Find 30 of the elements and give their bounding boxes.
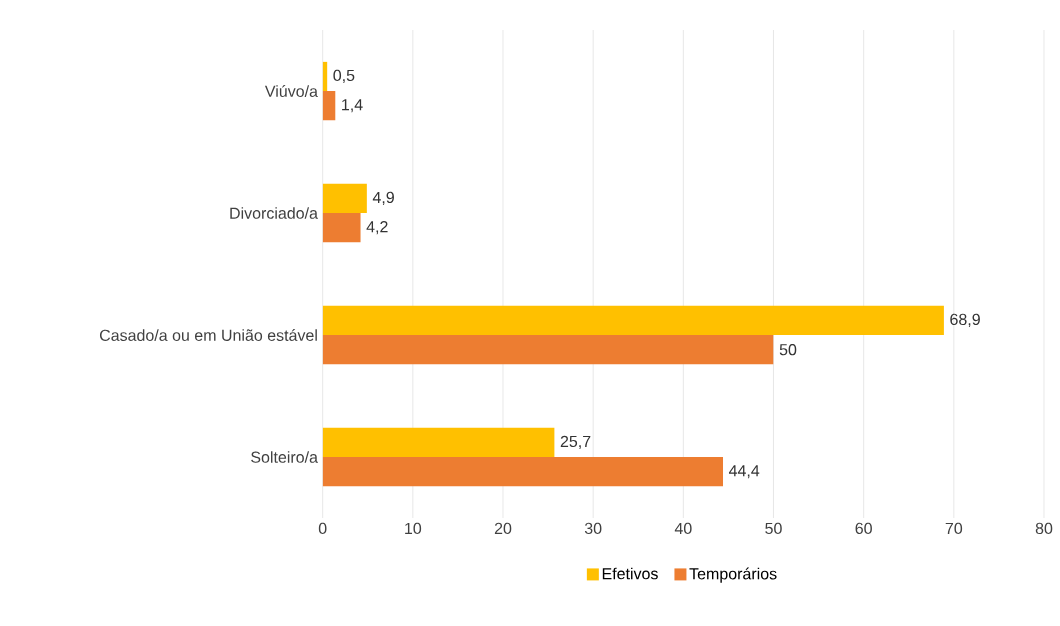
x-tick-label: 0 xyxy=(318,522,327,535)
x-tick-label: 10 xyxy=(405,522,422,535)
bar xyxy=(322,305,944,336)
bar xyxy=(322,183,367,214)
data-label: 0,5 xyxy=(333,69,355,83)
x-tick-label: 40 xyxy=(674,522,692,535)
x-tick-label: 30 xyxy=(584,522,602,535)
x-tick-label: 50 xyxy=(765,522,782,535)
x-tick-label: 20 xyxy=(494,522,512,535)
data-label: 50 xyxy=(779,344,797,356)
bar xyxy=(322,213,361,243)
x-tick-label: 60 xyxy=(855,522,872,535)
x-tick-label: 70 xyxy=(945,522,963,535)
data-label: 25,7 xyxy=(560,435,591,449)
bar xyxy=(322,427,555,458)
data-label: 4,2 xyxy=(366,221,388,235)
legend-label: Temporários xyxy=(689,567,777,583)
bar xyxy=(322,457,724,487)
data-label: 44,4 xyxy=(728,465,760,479)
y-tick-label: Solteiro/a xyxy=(251,451,318,463)
y-tick-label: Divorciado/a xyxy=(230,207,318,219)
data-label: 4,9 xyxy=(372,191,394,205)
legend-label: Efetivos xyxy=(602,567,658,580)
bar xyxy=(322,91,336,121)
x-tick-label: 80 xyxy=(1035,522,1053,535)
y-tick-label: Viúvo/a xyxy=(264,85,318,97)
data-label: 1,4 xyxy=(342,99,363,113)
y-tick-label: Casado/a ou em União estável xyxy=(99,329,317,341)
bar xyxy=(322,335,774,365)
data-label: 68,9 xyxy=(950,313,980,327)
